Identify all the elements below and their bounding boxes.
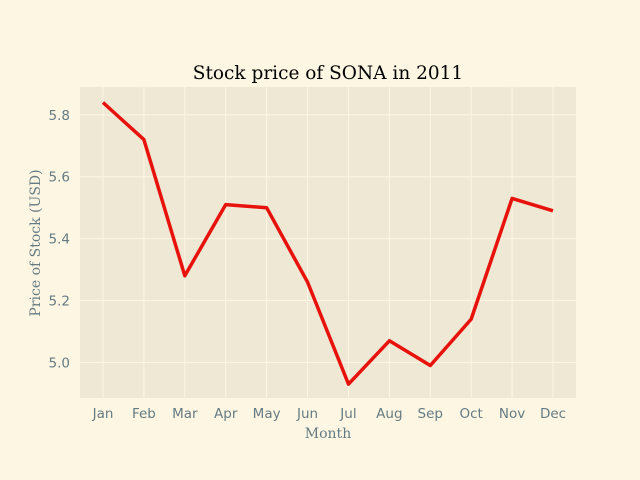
x-tick-label: May	[253, 406, 281, 422]
x-tick-label: Jul	[339, 406, 356, 422]
y-tick-label: 5.2	[49, 294, 70, 310]
series-line	[101, 101, 554, 386]
grid	[80, 87, 576, 398]
y-tick-label: 5.4	[49, 232, 70, 248]
x-tick-label: Sep	[418, 406, 443, 422]
x-tick-label: Mar	[172, 406, 198, 422]
y-axis: 5.0 5.2 5.4 5.6 5.8	[49, 108, 70, 372]
y-axis-label: Price of Stock (USD)	[28, 169, 44, 316]
x-tick-label: Apr	[214, 406, 238, 422]
y-tick-label: 5.8	[49, 108, 70, 124]
x-tick-label: Jan	[92, 406, 114, 422]
series-group	[101, 101, 554, 386]
plot-area	[80, 87, 576, 398]
x-tick-label: Jun	[296, 406, 318, 422]
x-tick-label: Aug	[376, 406, 402, 422]
x-axis-label: Month	[305, 426, 351, 442]
chart-title: Stock price of SONA in 2011	[193, 63, 463, 84]
x-axis: Jan Feb Mar Apr May Jun Jul Aug Sep Oct Nov Dec	[92, 406, 566, 422]
x-tick-label: Dec	[540, 406, 566, 422]
y-tick-label: 5.0	[49, 355, 70, 371]
x-tick-label: Nov	[499, 406, 525, 422]
y-tick-label: 5.6	[49, 170, 70, 186]
x-tick-label: Oct	[460, 406, 483, 422]
x-tick-label: Feb	[132, 406, 156, 422]
